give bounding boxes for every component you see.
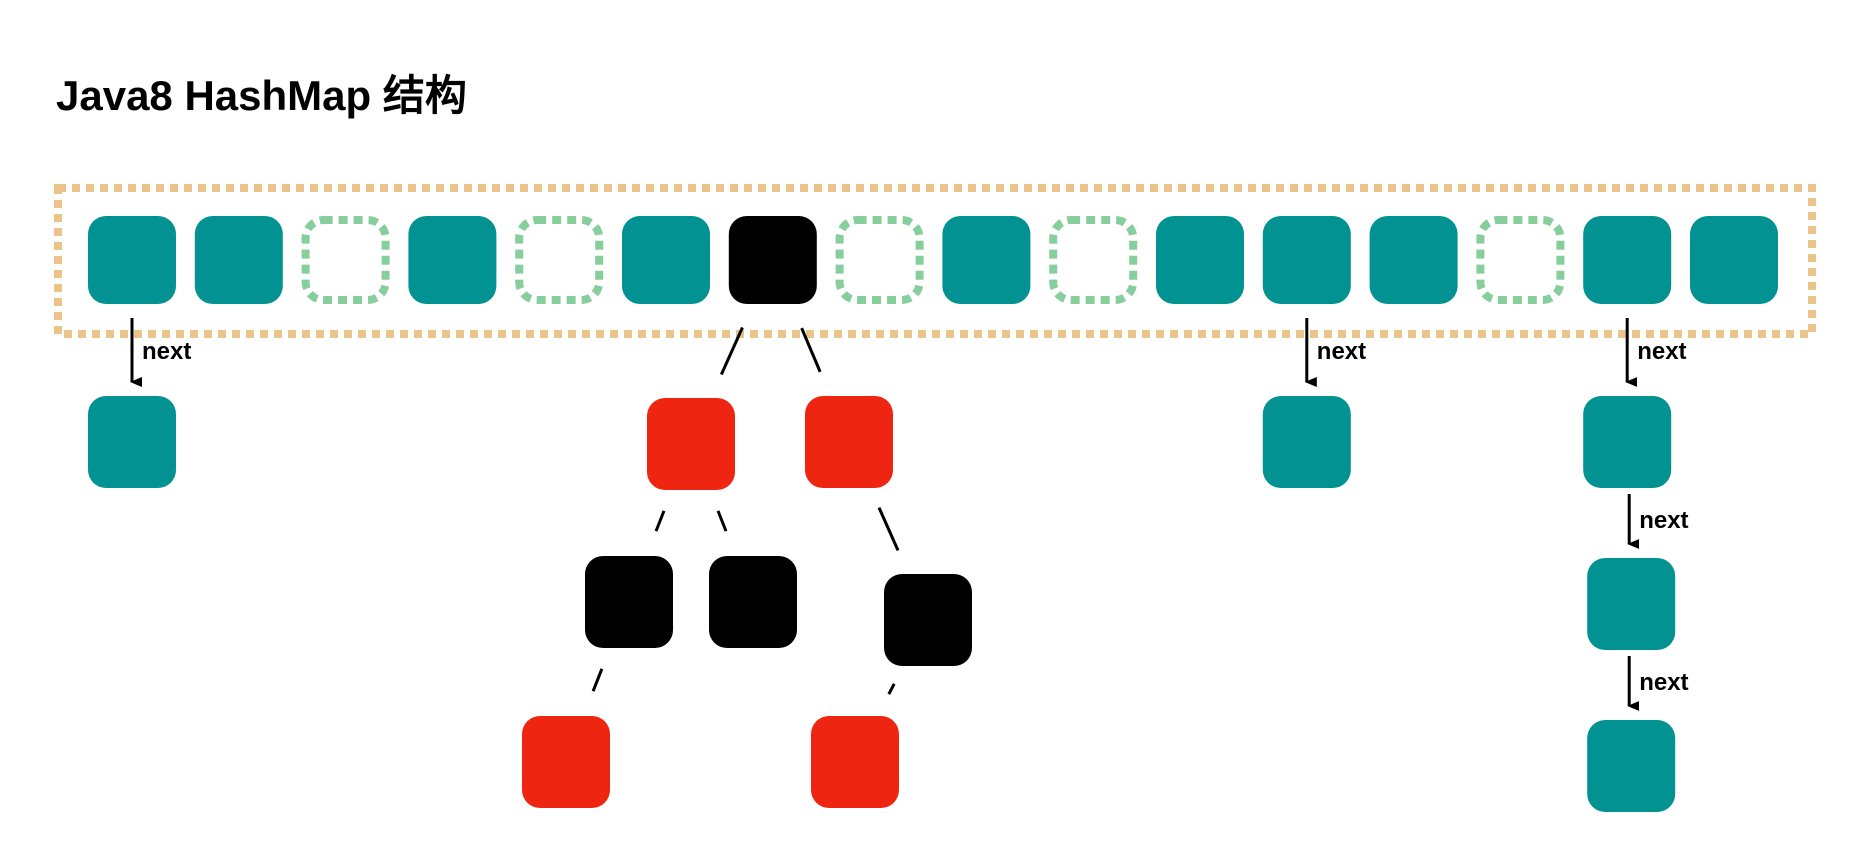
empty-bucket [1480, 220, 1560, 300]
next-label: next [142, 338, 191, 365]
tree-edge [879, 508, 898, 551]
tree-node-red [522, 716, 610, 808]
next-label: next [1637, 338, 1686, 365]
bucket [622, 216, 710, 304]
bucket [1156, 216, 1244, 304]
tree-node-red [811, 716, 899, 808]
chain-node [1587, 558, 1675, 650]
tree-edge [593, 669, 602, 691]
bucket [942, 216, 1030, 304]
empty-bucket [840, 220, 920, 300]
chain-node [88, 396, 176, 488]
tree-node-red [647, 398, 735, 490]
bucket [88, 216, 176, 304]
bucket [408, 216, 496, 304]
next-label: next [1317, 338, 1366, 365]
next-label: next [1639, 507, 1688, 534]
tree-edge [718, 511, 726, 531]
tree-node-black [884, 574, 972, 666]
nodes [88, 396, 1675, 812]
bucket [1370, 216, 1458, 304]
bucket-array [88, 216, 1778, 304]
empty-bucket [519, 220, 599, 300]
chain-node [1583, 396, 1671, 488]
chain-node [1587, 720, 1675, 812]
bucket [1263, 216, 1351, 304]
bucket [1583, 216, 1671, 304]
bucket [1690, 216, 1778, 304]
next-label: next [1639, 669, 1688, 696]
empty-bucket [306, 220, 386, 300]
tree-node-black [709, 556, 797, 648]
tree-edge [656, 511, 664, 531]
empty-bucket [1053, 220, 1133, 300]
tree-node-red [805, 396, 893, 488]
tree-root-bucket [729, 216, 817, 304]
tree-edge [889, 684, 894, 694]
chain-node [1263, 396, 1351, 488]
bucket-array-frame [58, 188, 1812, 334]
bucket [195, 216, 283, 304]
tree-node-black [585, 556, 673, 648]
